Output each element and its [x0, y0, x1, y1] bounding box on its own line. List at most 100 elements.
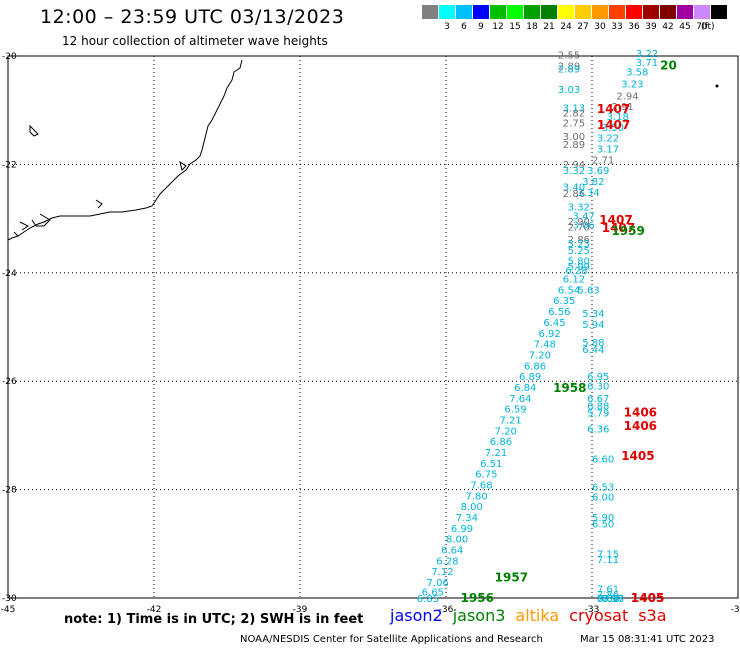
swh-label: 7.61	[597, 585, 619, 596]
swh-label: 6.56	[548, 307, 570, 318]
swh-label: 3.22	[636, 49, 658, 60]
lon-tick-label: -42	[147, 605, 162, 615]
swh-label: 3.58	[626, 68, 648, 79]
swh-label: 3.18	[607, 112, 629, 123]
swh-label: 8.17	[602, 594, 624, 605]
coastline	[7, 59, 243, 241]
satellite-name: altika	[515, 606, 560, 625]
swh-label: 7.20	[529, 350, 551, 361]
time-label: 1407	[597, 102, 630, 116]
swh-label: 7.58	[602, 594, 624, 605]
legend-label: 27	[577, 22, 589, 32]
lon-tick-label: -33	[585, 605, 600, 615]
legend-swatch	[575, 5, 591, 19]
swh-label: 6.53	[592, 483, 614, 494]
swh-label: 7.11	[597, 555, 619, 566]
coastline-path	[7, 59, 243, 241]
legend-swatch	[456, 5, 472, 19]
swh-label: 8.62	[597, 594, 619, 605]
swh-label: 3.06	[573, 220, 595, 231]
swh-label: 2.94	[616, 91, 638, 102]
swh-label: 6.84	[514, 383, 536, 394]
swh-label: 6.30	[587, 381, 609, 392]
swh-label: 3.22	[597, 134, 619, 145]
swh-label: 3.00	[563, 132, 585, 143]
swh-label: 6.60	[592, 455, 614, 466]
swh-label: 7.15	[597, 549, 619, 560]
satellite-name: s3a	[638, 606, 667, 625]
legend-label: 21	[543, 22, 555, 32]
swh-label: 6.28	[565, 266, 587, 277]
swh-label: 3.34	[577, 188, 599, 199]
swh-label: 5.63	[577, 285, 599, 296]
legend-label: 15	[509, 22, 521, 32]
swh-label: 7.12	[431, 567, 453, 578]
map-subtitle: 12 hour collection of altimeter wave hei…	[62, 34, 328, 48]
marker-dot	[715, 84, 719, 88]
lon-tick-label: -45	[1, 605, 16, 615]
legend-label: 9	[478, 22, 484, 32]
swh-label: 6.92	[538, 329, 560, 340]
swh-label: 7.21	[500, 415, 522, 426]
time-label: 20	[660, 59, 677, 73]
swh-label: 6.28	[436, 556, 458, 567]
swh-label: 6.45	[543, 318, 565, 329]
swh-label: 2.75	[563, 118, 585, 129]
swh-label: 6.35	[553, 296, 575, 307]
time-label: 1958	[553, 381, 586, 395]
legend-label: 42	[662, 22, 674, 32]
legend-swatch	[711, 5, 727, 19]
time-label: 1405	[631, 591, 664, 605]
time-label: 1405	[621, 449, 654, 463]
lat-tick-label: -26	[2, 377, 17, 387]
time-label: 1405	[631, 591, 664, 605]
lon-tick-label: -36	[439, 605, 454, 615]
satellite-name: jason3	[452, 606, 506, 625]
lat-tick-label: -30	[2, 594, 17, 604]
swh-label: 7.64	[597, 594, 619, 605]
swh-label: 2.86	[568, 235, 590, 246]
swh-label: 3.32	[563, 166, 585, 177]
coastline-islands	[29, 124, 187, 171]
swh-label: 6.59	[504, 405, 526, 416]
legend-swatch	[524, 5, 540, 19]
legend-swatch	[626, 5, 642, 19]
swh-label: 2.71	[592, 155, 614, 166]
legend-swatch	[473, 5, 489, 19]
legend-label: 36	[628, 22, 640, 32]
legend-swatch	[490, 5, 506, 19]
map-title: 12:00 – 23:59 UTC 03/13/2023	[40, 6, 345, 28]
map-frame	[7, 55, 739, 599]
time-label: 1407	[597, 118, 630, 132]
time-label: 1406	[624, 405, 657, 419]
time-label: 1407	[599, 213, 632, 227]
legend-label: 70	[696, 22, 708, 32]
swh-label: 3.32	[568, 202, 590, 213]
swh-label: 5.90	[592, 513, 614, 524]
swh-label: 5.25	[568, 246, 590, 257]
swh-label: 3.23	[621, 79, 643, 90]
swh-label: 6.88	[587, 401, 609, 412]
satellite-legend: jason2 jason3 altika cryosat s3a	[390, 606, 677, 625]
swh-label: 6.12	[563, 275, 585, 286]
legend-swatch	[609, 5, 625, 19]
swh-label: 3.17	[597, 144, 619, 155]
legend-label: 33	[611, 22, 623, 32]
swh-label: 6.51	[480, 459, 502, 470]
lat-tick-label: -20	[2, 52, 17, 62]
swh-label: 2.90	[568, 217, 590, 228]
swh-label: 7.21	[485, 448, 507, 459]
lon-tick-label: -30	[731, 605, 740, 615]
swh-label: 2.86	[563, 189, 585, 200]
time-label: 1406	[624, 419, 657, 433]
swh-label: 5.80	[568, 257, 590, 268]
lat-tick-label: -24	[2, 269, 17, 279]
swh-label: 5.99	[568, 262, 590, 273]
time-label: 1407	[602, 221, 635, 235]
swh-label: 6.86	[490, 437, 512, 448]
swh-label: 3.40	[563, 182, 585, 193]
swh-label: 5.34	[582, 309, 604, 320]
swh-label: 2.89	[558, 64, 580, 75]
lon-tick-label: -39	[293, 605, 308, 615]
